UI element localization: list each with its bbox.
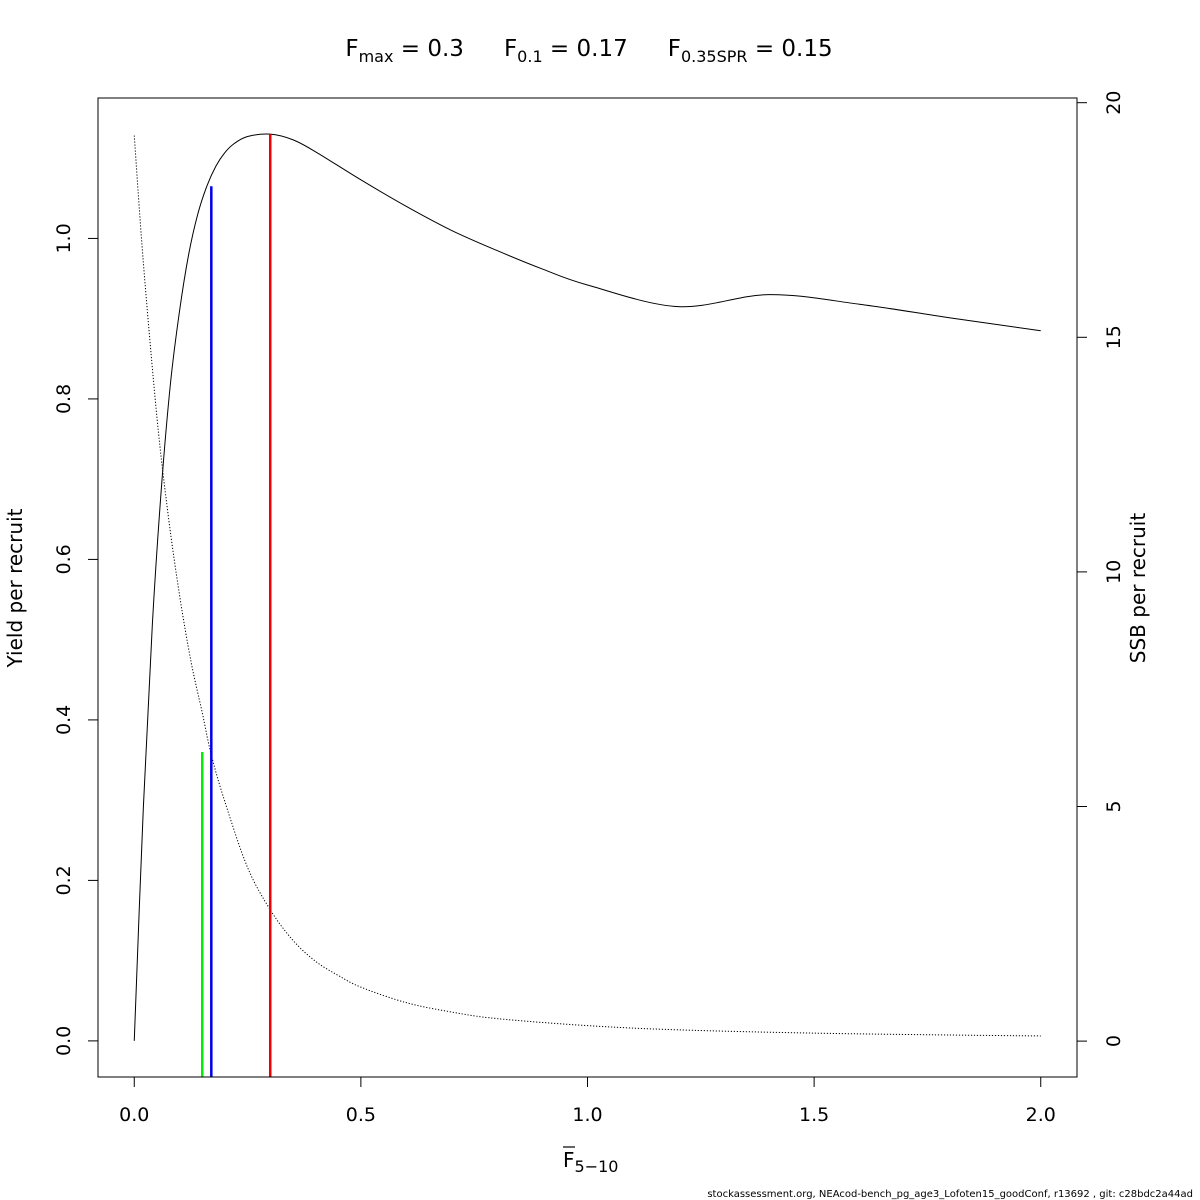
right-tick-label: 15 [1103, 325, 1125, 349]
plot-area [133, 133, 1041, 1077]
x-tick-label: 1.0 [572, 1104, 602, 1126]
title-term-2-value: = 0.15 [748, 36, 833, 62]
x-tick-label: 0.0 [119, 1104, 149, 1126]
left-tick-label: 1.0 [53, 223, 75, 253]
x-axis-label-main: F [563, 1148, 575, 1172]
right-tick-label: 0 [1103, 1035, 1125, 1047]
plot-frame [97, 97, 1078, 1078]
chart-title: Fmax = 0.3 F0.1 = 0.17 F0.35SPR = 0.15 [345, 36, 832, 66]
title-term-0-value: = 0.3 [393, 36, 463, 62]
y-axis-label-right: SSB per recruit [1126, 513, 1150, 664]
x-axis: 0.0 0.5 1.0 1.5 2.0 [119, 1076, 1056, 1126]
footer-credit: stockassessment.org, NEAcod-bench_pg_age… [707, 1189, 1193, 1200]
right-tick-label: 5 [1103, 800, 1125, 812]
yield-per-recruit-line [133, 133, 1041, 1041]
x-axis-label-sub: 5−10 [575, 1157, 619, 1176]
left-tick-label: 0.6 [53, 544, 75, 574]
x-axis-label: F5−10 [563, 1146, 618, 1176]
title-term-1-value: = 0.17 [543, 36, 628, 62]
right-tick-label: 20 [1103, 91, 1125, 115]
svg-text:F5−10: F5−10 [563, 1148, 618, 1176]
x-tick-label: 0.5 [346, 1104, 376, 1126]
title-term-2-main: F [668, 36, 681, 62]
ssb-per-recruit-line [133, 135, 1041, 1037]
title-term-2-sub: 0.35SPR [681, 47, 748, 66]
title-term-1-sub: 0.1 [517, 47, 542, 66]
y-axis-label-left: Yield per recruit [3, 508, 27, 668]
left-tick-label: 0.0 [53, 1026, 75, 1056]
left-tick-label: 0.8 [53, 384, 75, 414]
title-term-1-main: F [504, 36, 517, 62]
right-y-axis: 0 5 10 15 20 [1076, 91, 1125, 1047]
right-tick-label: 10 [1103, 560, 1125, 584]
left-tick-label: 0.4 [53, 705, 75, 735]
left-y-axis: 0.0 0.2 0.4 0.6 0.8 1.0 [53, 223, 99, 1056]
x-tick-label: 2.0 [1026, 1104, 1056, 1126]
title-term-0-sub: max [359, 47, 394, 66]
left-tick-label: 0.2 [53, 865, 75, 895]
x-tick-label: 1.5 [799, 1104, 829, 1126]
title-term-0-main: F [345, 36, 358, 62]
